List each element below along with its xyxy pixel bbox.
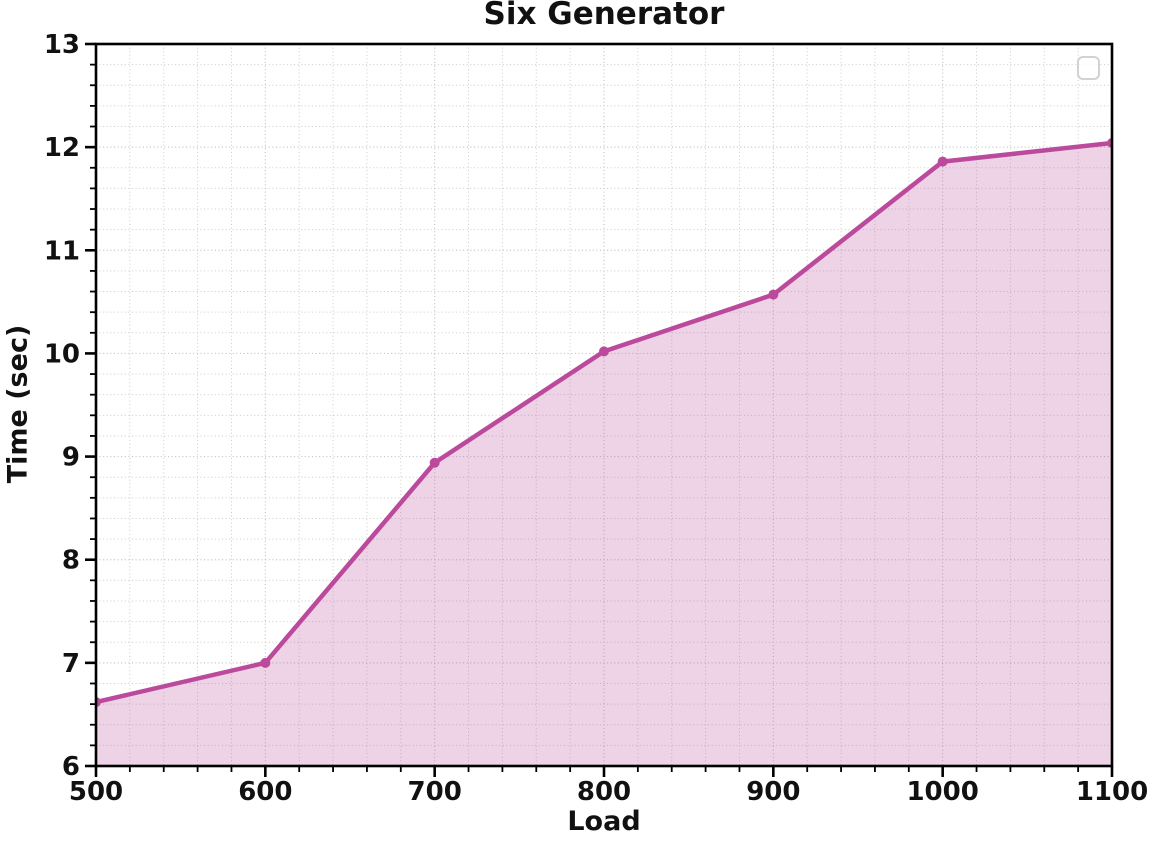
x-tick-labels: 500 600 700 800 900 1000 1100 [69,777,1148,807]
y-tick-labels: 6 7 8 9 10 11 12 13 [44,30,80,782]
x-tick-label: 900 [746,777,800,807]
series-fill [96,143,1112,766]
y-tick-label: 13 [44,30,80,60]
x-axis-ticks [94,766,1114,777]
y-tick-label: 10 [44,339,80,369]
legend-box [1077,56,1100,80]
y-tick-label: 7 [62,649,80,679]
y-tick-label: 6 [62,752,80,782]
x-tick-label: 700 [408,777,462,807]
axes-frame [94,42,1114,768]
x-tick-label: 600 [238,777,292,807]
y-tick-label: 8 [62,546,80,576]
x-axis-label: Load [567,806,641,837]
y-tick-label: 12 [44,133,80,163]
chart-title: Six Generator [483,0,725,32]
x-tick-label: 800 [577,777,631,807]
y-tick-label: 11 [44,236,80,266]
x-tick-label: 1000 [906,777,978,807]
y-axis-label: Time (sec) [2,324,34,484]
series-markers [96,138,1112,708]
y-tick-label: 9 [62,443,80,473]
x-tick-label: 1100 [1076,777,1148,807]
x-tick-label: 500 [69,777,123,807]
y-axis-ticks [85,42,96,768]
